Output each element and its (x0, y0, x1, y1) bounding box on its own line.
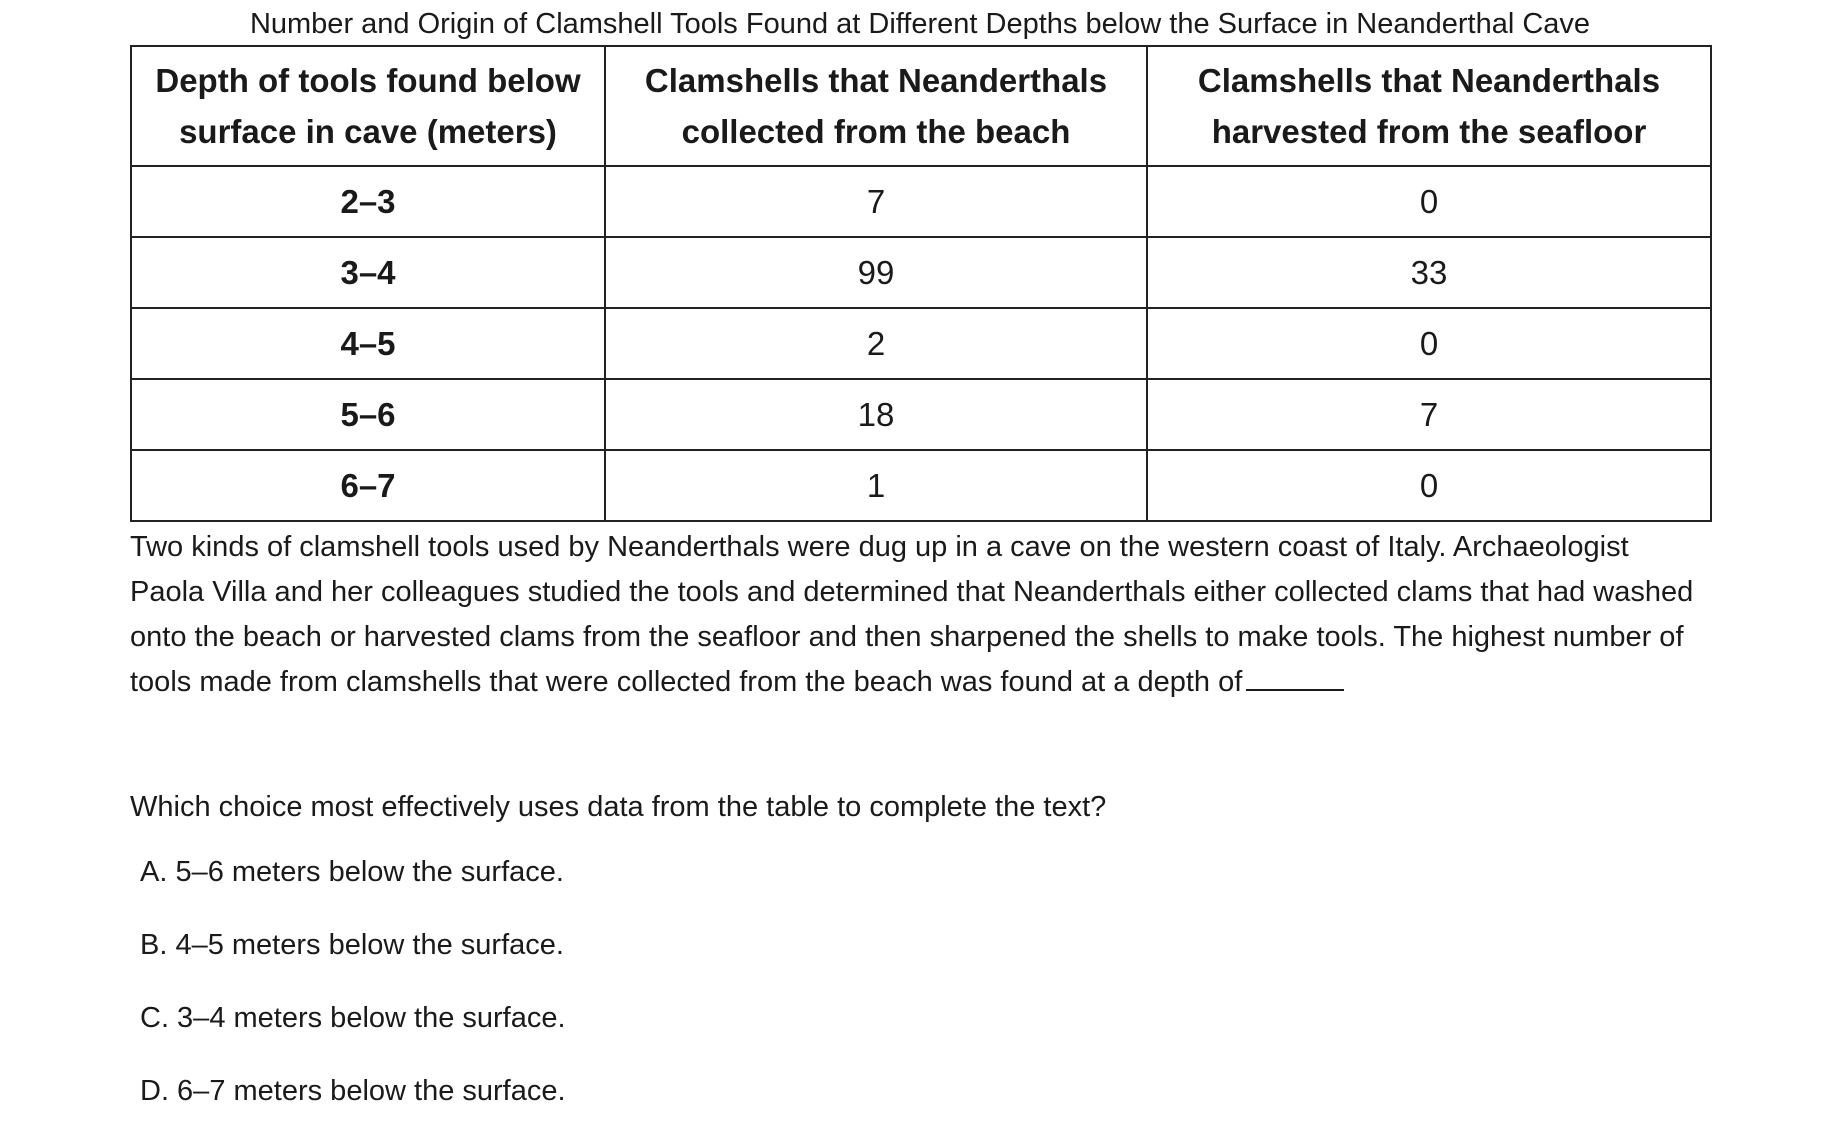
choice-a[interactable]: A. 5–6 meters below the surface. (140, 856, 564, 888)
table-row: 6–7 1 0 (130, 449, 1712, 522)
seafloor-cell: 0 (1146, 165, 1712, 238)
beach-cell: 7 (604, 165, 1148, 238)
beach-cell: 18 (604, 378, 1148, 451)
data-table: Depth of tools found below surface in ca… (130, 45, 1712, 522)
header-seafloor: Clamshells that Neanderthals harvested f… (1146, 45, 1712, 167)
question-prompt: Which choice most effectively uses data … (130, 791, 1107, 823)
beach-cell: 2 (604, 307, 1148, 380)
table-header-row: Depth of tools found below surface in ca… (130, 45, 1712, 167)
header-beach: Clamshells that Neanderthals collected f… (604, 45, 1148, 167)
depth-cell: 6–7 (130, 449, 606, 522)
depth-cell: 4–5 (130, 307, 606, 380)
choice-d[interactable]: D. 6–7 meters below the surface. (140, 1075, 566, 1107)
seafloor-cell: 33 (1146, 236, 1712, 309)
depth-cell: 3–4 (130, 236, 606, 309)
answer-choices: A. 5–6 meters below the surface. B. 4–5 … (140, 852, 566, 1144)
header-depth: Depth of tools found below surface in ca… (130, 45, 606, 167)
header-depth-line-2: surface in cave (meters) (179, 113, 557, 150)
beach-cell: 1 (604, 449, 1148, 522)
table-row: 2–3 7 0 (130, 165, 1712, 238)
seafloor-cell: 7 (1146, 378, 1712, 451)
header-beach-line-2: collected from the beach (681, 113, 1071, 150)
passage: Two kinds of clamshell tools used by Nea… (130, 525, 1710, 705)
table-row: 4–5 2 0 (130, 307, 1712, 380)
answer-blank (1246, 663, 1345, 691)
table-title: Number and Origin of Clamshell Tools Fou… (249, 8, 1591, 40)
seafloor-cell: 0 (1146, 449, 1712, 522)
seafloor-cell: 0 (1146, 307, 1712, 380)
depth-cell: 5–6 (130, 378, 606, 451)
beach-cell: 99 (604, 236, 1148, 309)
table-row: 5–6 18 7 (130, 378, 1712, 451)
passage-text: Two kinds of clamshell tools used by Nea… (130, 531, 1694, 698)
choice-c[interactable]: C. 3–4 meters below the surface. (140, 1002, 566, 1034)
header-beach-line-1: Clamshells that Neanderthals (644, 62, 1108, 99)
header-seafloor-line-1: Clamshells that Neanderthals (1197, 62, 1661, 99)
depth-cell: 2–3 (130, 165, 606, 238)
header-seafloor-line-2: harvested from the seafloor (1211, 113, 1647, 150)
table-row: 3–4 99 33 (130, 236, 1712, 309)
choice-b[interactable]: B. 4–5 meters below the surface. (140, 929, 564, 961)
header-depth-line-1: Depth of tools found below (155, 62, 581, 99)
